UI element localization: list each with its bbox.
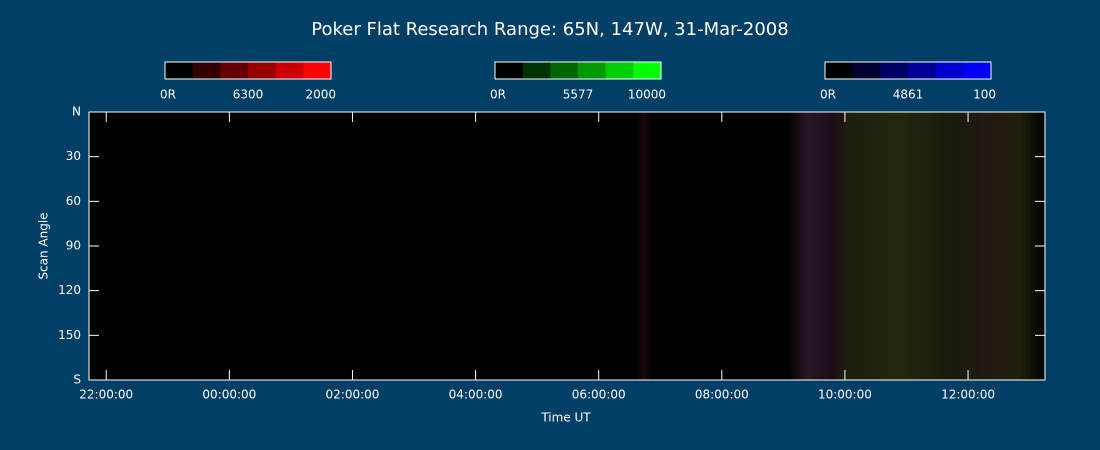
colorbar-frame — [824, 61, 992, 80]
x-tick-label: 22:00:00 — [79, 388, 133, 402]
colorbar-label: 5577 — [563, 88, 594, 102]
colorbar-step — [248, 62, 277, 79]
colorbar-label: 4861 — [893, 88, 924, 102]
x-axis-label: Time UT — [540, 411, 591, 425]
colorbar-step — [495, 62, 524, 79]
y-tick-label: 30 — [66, 149, 81, 163]
x-tick-label: 04:00:00 — [449, 388, 503, 402]
y-tick-label: N — [72, 105, 81, 119]
colorbar-step — [633, 62, 662, 79]
colorbar-step — [605, 62, 634, 79]
x-tick-label: 06:00:00 — [572, 388, 626, 402]
chart-title: Poker Flat Research Range: 65N, 147W, 31… — [311, 19, 788, 40]
colorbar-step — [550, 62, 579, 79]
colorbar-step — [578, 62, 607, 79]
y-tick-label: 150 — [58, 328, 81, 342]
y-tick-label: 60 — [66, 194, 81, 208]
colorbar-step — [935, 62, 964, 79]
x-tick-label: 00:00:00 — [202, 388, 256, 402]
colorbar-label: 10000 — [628, 88, 666, 102]
colorbar-frame — [494, 61, 662, 80]
colorbar-step — [275, 62, 304, 79]
y-tick-label: 90 — [66, 239, 81, 253]
y-tick-label: 120 — [58, 283, 81, 297]
colorbar-label: 0R — [490, 88, 506, 102]
colorbar-label: 100 — [973, 88, 996, 102]
colorbar-label: 0R — [160, 88, 176, 102]
colorbar-frame — [164, 61, 332, 80]
colorbar-step — [165, 62, 194, 79]
x-tick-label: 02:00:00 — [326, 388, 380, 402]
colorbar-step — [522, 62, 551, 79]
x-tick-label: 08:00:00 — [695, 388, 749, 402]
colorbar-step — [963, 62, 992, 79]
colorbar-step — [825, 62, 854, 79]
colorbar-label: 2000 — [305, 88, 336, 102]
aurora-glow — [636, 112, 1045, 380]
colorbar-step — [908, 62, 937, 79]
colorbar-step — [880, 62, 909, 79]
colorbar-label: 0R — [820, 88, 836, 102]
y-tick-label: S — [73, 373, 81, 387]
x-tick-label: 12:00:00 — [941, 388, 995, 402]
x-tick-label: 10:00:00 — [818, 388, 872, 402]
colorbar-label: 6300 — [233, 88, 264, 102]
colorbar-step — [852, 62, 881, 79]
y-axis-label: Scan Angle — [37, 212, 51, 279]
colorbar-step — [220, 62, 249, 79]
colorbar-step — [192, 62, 221, 79]
colorbar-step — [303, 62, 332, 79]
